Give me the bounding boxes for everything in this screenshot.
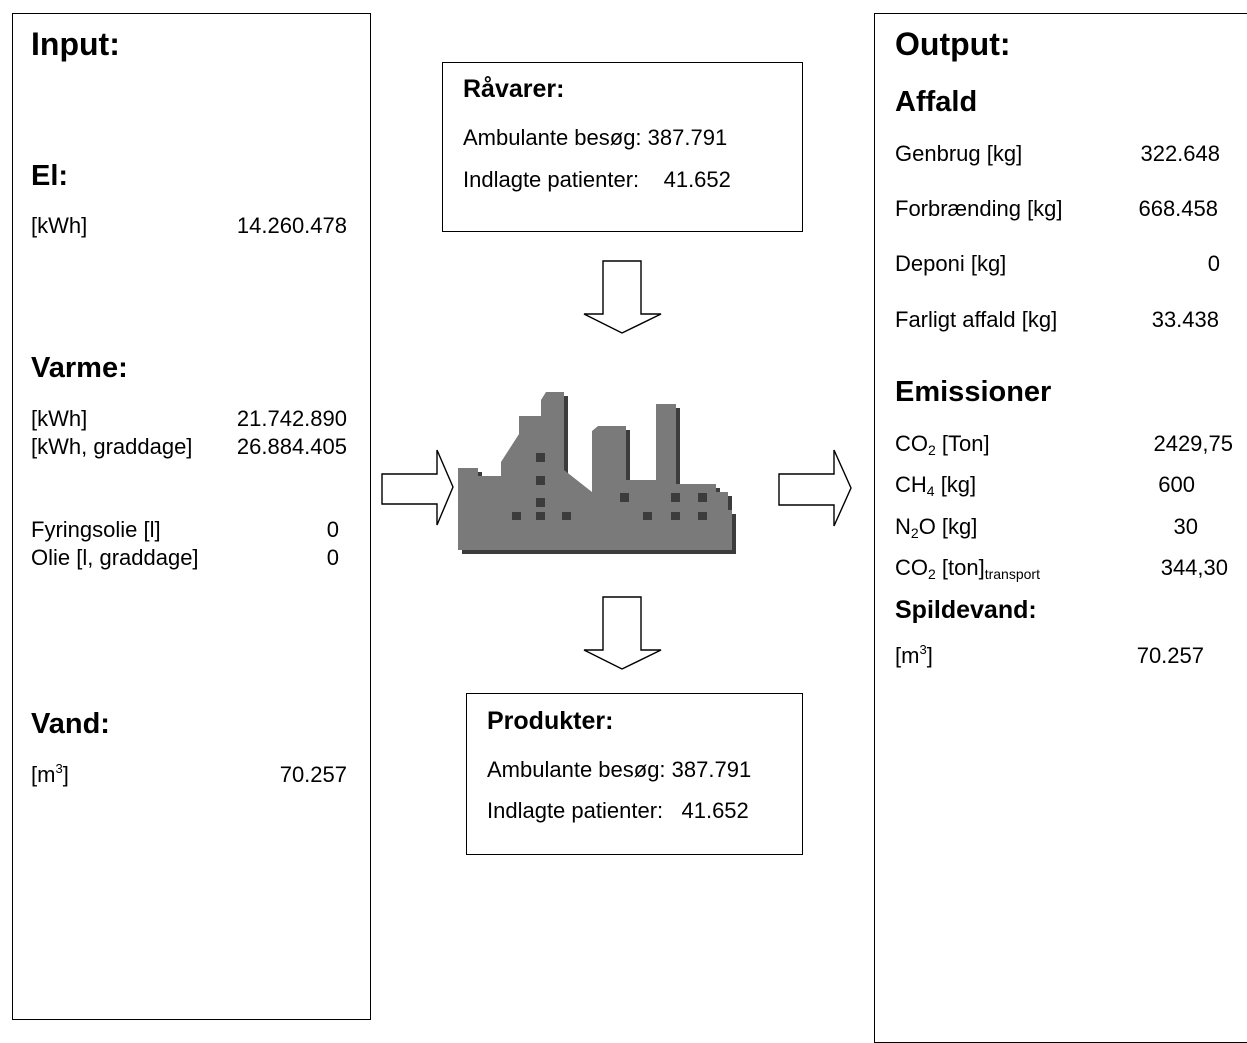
forbraending-value: 668.458 bbox=[1138, 196, 1218, 221]
vand-value: 70.257 bbox=[279, 762, 347, 787]
olie-label: Olie [l, graddage] bbox=[31, 545, 199, 570]
deponi-value: 0 bbox=[1207, 251, 1220, 276]
farligt-affald-label: Farligt affald [kg] bbox=[895, 307, 1058, 332]
emissioner-heading: Emissioner bbox=[895, 376, 1052, 408]
raavarer-ambulant: Ambulante besøg: 387.791 bbox=[463, 125, 728, 150]
input-title: Input: bbox=[31, 26, 120, 62]
spildevand-heading: Spildevand: bbox=[895, 596, 1037, 624]
co2-transport-value: 344,30 bbox=[1160, 555, 1228, 580]
varme-heading: Varme: bbox=[31, 352, 128, 384]
arrow-right-left bbox=[381, 449, 454, 526]
co2-transport-label: CO2 [ton]transport bbox=[895, 555, 1040, 582]
produkter-title: Produkter: bbox=[487, 707, 614, 735]
produkter-box bbox=[466, 693, 803, 855]
fyringsolie-value: 0 bbox=[326, 517, 339, 542]
vand-unit: [m3] bbox=[31, 761, 69, 787]
arrow-down-bottom bbox=[583, 596, 662, 670]
olie-value: 0 bbox=[326, 545, 339, 570]
affald-heading: Affald bbox=[895, 86, 978, 118]
genbrug-value: 322.648 bbox=[1140, 141, 1220, 166]
n2o-label: N2O [kg] bbox=[895, 514, 978, 541]
varme-kwh-label: [kWh] bbox=[31, 406, 88, 431]
varme-kwh-value: 21.742.890 bbox=[236, 406, 347, 431]
produkter-indlagte: Indlagte patienter: 41.652 bbox=[487, 798, 749, 823]
factory-icon bbox=[458, 392, 736, 554]
n2o-value: 30 bbox=[1173, 514, 1198, 539]
raavarer-indlagte: Indlagte patienter: 41.652 bbox=[463, 167, 731, 192]
ch4-label: CH4 [kg] bbox=[895, 472, 977, 499]
arrow-down-top bbox=[583, 260, 662, 334]
ch4-value: 600 bbox=[1158, 472, 1195, 497]
produkter-ambulant: Ambulante besøg: 387.791 bbox=[487, 757, 752, 782]
co2-value: 2429,75 bbox=[1153, 431, 1233, 456]
co2-label: CO2 [Ton] bbox=[895, 431, 990, 458]
vand-heading: Vand: bbox=[31, 708, 110, 740]
spildevand-unit: [m3] bbox=[895, 642, 933, 668]
genbrug-label: Genbrug [kg] bbox=[895, 141, 1023, 166]
output-title: Output: bbox=[895, 26, 1011, 62]
deponi-label: Deponi [kg] bbox=[895, 251, 1007, 276]
spildevand-value: 70.257 bbox=[1136, 643, 1204, 668]
varme-graddage-value: 26.884.405 bbox=[236, 434, 347, 459]
el-value: 14.260.478 bbox=[236, 213, 347, 238]
el-unit: [kWh] bbox=[31, 213, 88, 238]
forbraending-label: Forbrænding [kg] bbox=[895, 196, 1063, 221]
raavarer-title: Råvarer: bbox=[463, 75, 565, 103]
raavarer-box bbox=[442, 62, 803, 232]
el-heading: El: bbox=[31, 160, 69, 192]
varme-graddage-label: [kWh, graddage] bbox=[31, 434, 193, 459]
arrow-right-right bbox=[778, 449, 852, 527]
output-panel bbox=[874, 13, 1247, 1043]
fyringsolie-label: Fyringsolie [l] bbox=[31, 517, 161, 542]
farligt-affald-value: 33.438 bbox=[1151, 307, 1219, 332]
input-panel bbox=[12, 13, 371, 1020]
